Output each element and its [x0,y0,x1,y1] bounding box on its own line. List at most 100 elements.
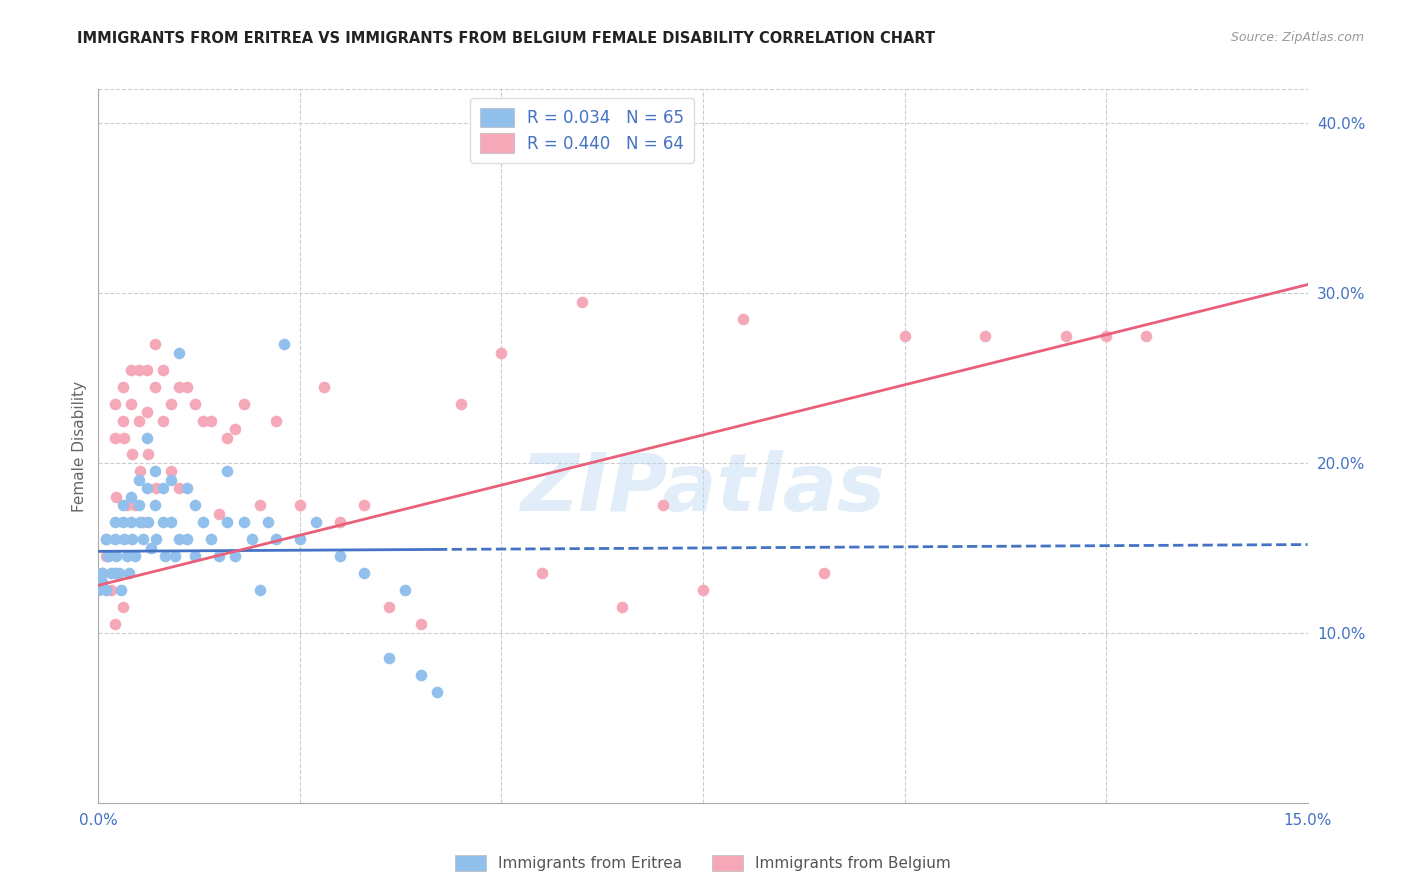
Legend: R = 0.034   N = 65, R = 0.440   N = 64: R = 0.034 N = 65, R = 0.440 N = 64 [470,97,695,162]
Text: ZIPatlas: ZIPatlas [520,450,886,528]
Point [394,583,416,598]
Point [118,566,141,581]
Point [112,533,135,547]
Point [329,549,352,564]
Point [132,533,155,547]
Point [217,430,239,444]
Point [651,499,673,513]
Point [91,566,114,581]
Point [426,685,449,699]
Point [273,337,295,351]
Point [132,516,155,530]
Point [692,583,714,598]
Point [110,583,132,598]
Point [184,396,207,410]
Point [184,499,207,513]
Point [97,549,120,564]
Point [232,396,254,410]
Point [96,549,118,564]
Point [120,396,142,410]
Point [138,516,160,530]
Point [115,549,138,564]
Point [232,516,254,530]
Point [103,396,125,410]
Point [217,516,239,530]
Point [160,473,183,487]
Point [145,482,167,496]
Point [120,516,142,530]
Point [409,668,432,682]
Point [353,499,375,513]
Point [128,362,150,376]
Point [377,651,399,665]
Point [1054,328,1077,343]
Point [217,465,239,479]
Point [124,549,146,564]
Point [167,482,190,496]
Point [264,413,287,427]
Point [121,448,143,462]
Text: Source: ZipAtlas.com: Source: ZipAtlas.com [1230,31,1364,45]
Point [240,533,263,547]
Point [120,362,142,376]
Point [612,600,634,615]
Point [329,516,352,530]
Point [813,566,835,581]
Point [103,566,125,581]
Point [264,533,287,547]
Point [176,482,198,496]
Point [143,499,166,513]
Point [893,328,915,343]
Point [224,549,246,564]
Text: IMMIGRANTS FROM ERITREA VS IMMIGRANTS FROM BELGIUM FEMALE DISABILITY CORRELATION: IMMIGRANTS FROM ERITREA VS IMMIGRANTS FR… [77,31,935,46]
Point [145,533,167,547]
Point [111,499,134,513]
Point [256,516,278,530]
Point [135,430,157,444]
Point [153,549,176,564]
Point [160,465,183,479]
Point [152,516,174,530]
Point [111,600,134,615]
Point [138,448,160,462]
Point [143,337,166,351]
Point [1095,328,1118,343]
Point [96,533,118,547]
Point [163,549,186,564]
Point [103,533,125,547]
Point [377,600,399,615]
Point [128,413,150,427]
Point [167,533,190,547]
Point [111,516,134,530]
Point [167,379,190,393]
Point [167,345,190,359]
Point [105,549,128,564]
Point [135,482,157,496]
Point [571,294,593,309]
Point [96,533,118,547]
Point [87,583,110,598]
Point [974,328,997,343]
Point [87,583,110,598]
Point [491,345,513,359]
Point [124,499,146,513]
Point [184,549,207,564]
Point [111,413,134,427]
Point [193,516,215,530]
Point [160,396,183,410]
Point [135,362,157,376]
Point [143,465,166,479]
Point [1135,328,1157,343]
Point [249,499,271,513]
Point [143,379,166,393]
Point [208,549,231,564]
Point [100,566,122,581]
Point [103,430,125,444]
Point [135,405,157,419]
Point [314,379,336,393]
Point [152,362,174,376]
Point [139,541,162,555]
Point [120,490,142,504]
Point [176,379,198,393]
Point [111,379,134,393]
